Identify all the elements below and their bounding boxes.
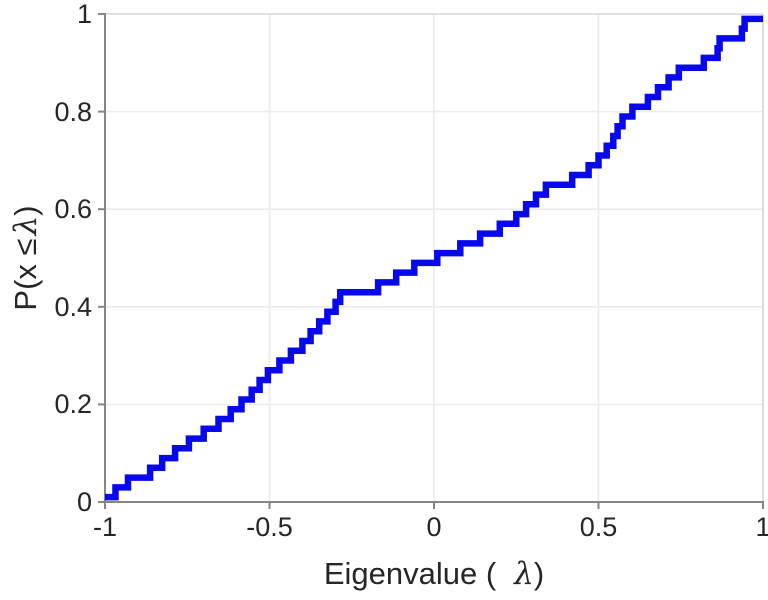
y-tick-label: 0 <box>76 487 92 517</box>
y-tick-label: 1 <box>76 0 92 29</box>
y-axis-label: P(x ≤λ) <box>8 205 44 310</box>
y-tick-label: 0.4 <box>54 291 92 322</box>
y-tick-label: 0.8 <box>54 96 92 127</box>
cdf-stair-line <box>105 15 763 501</box>
y-tick-label: 0.2 <box>54 389 92 420</box>
y-axis-label-text: P(x ≤ <box>8 238 43 311</box>
x-tick-label: -0.5 <box>246 512 293 542</box>
x-axis-label-text: Eigenvalue ( <box>323 556 497 591</box>
x-tick-label: 0.5 <box>579 512 618 542</box>
x-tick-label: 0 <box>426 512 442 542</box>
y-tick-label: 0.6 <box>54 194 92 225</box>
x-axis-lambda-symbol: λ <box>514 556 534 592</box>
y-axis-lambda-symbol: λ <box>8 215 44 236</box>
y-axis-label-close-paren: ) <box>8 205 43 216</box>
x-axis-label-close-paren: ) <box>533 556 545 591</box>
x-tick-label: 1 <box>755 512 768 542</box>
x-axis-label: Eigenvalue ( λ) <box>105 556 763 592</box>
x-tick-label: -1 <box>92 512 117 542</box>
